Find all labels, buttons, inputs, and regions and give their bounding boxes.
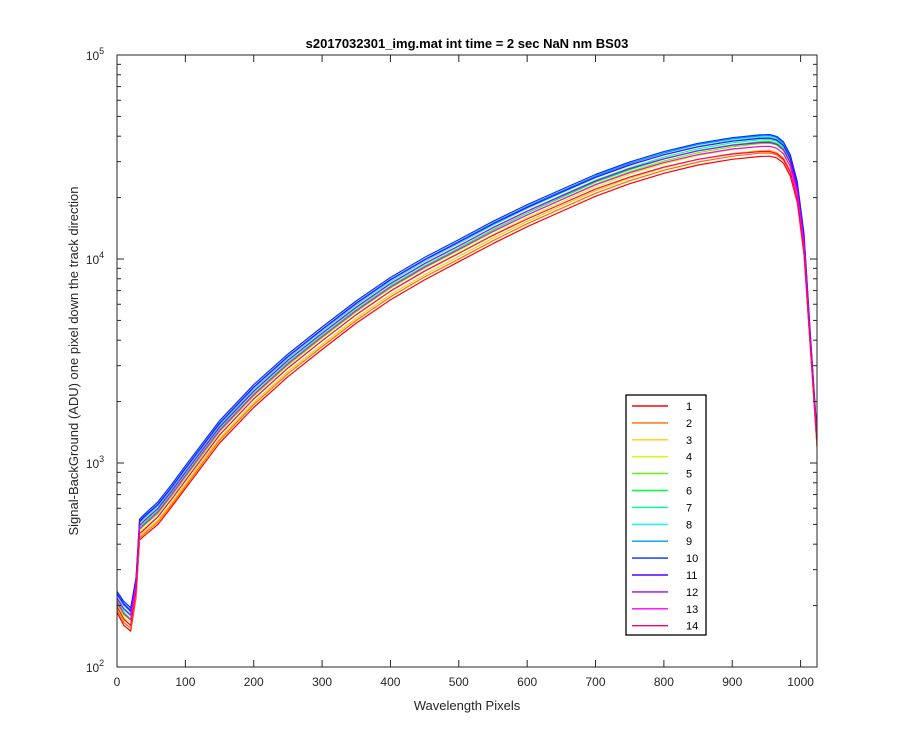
plot-area-frame [116,54,818,668]
x-tick-label: 600 [517,675,537,689]
series-layer [116,134,818,632]
x-tick-label: 800 [654,675,674,689]
y-tick-exponent: 4 [99,250,104,260]
legend-label-9: 9 [686,536,692,548]
x-tick-label: 1000 [787,675,814,689]
legend-label-14: 14 [686,621,698,633]
series-line-3 [116,149,818,627]
legend-label-13: 13 [686,604,698,616]
y-tick-label: 102 [86,658,104,675]
series-line-1 [116,155,818,632]
y-tick-label: 103 [86,454,104,471]
legend-label-10: 10 [686,553,698,565]
x-tick-label: 400 [380,675,400,689]
y-tick-base: 10 [86,661,100,675]
legend-label-4: 4 [686,452,692,464]
legend-label-8: 8 [686,519,692,531]
series-line-10 [116,134,818,609]
legend-box [625,394,707,636]
chart-title: s2017032301_img.mat int time = 2 sec NaN… [306,36,629,51]
y-axis-label: Signal-BackGround (ADU) one pixel down t… [66,186,81,535]
x-tick-label: 900 [722,675,742,689]
series-line-2 [116,152,818,629]
series-line-12 [116,141,818,616]
x-tick-label: 700 [586,675,606,689]
y-tick-base: 10 [86,49,100,63]
x-axis-label: Wavelength Pixels [414,698,521,713]
y-tick-label: 104 [86,250,104,267]
series-line-11 [116,137,818,612]
legend-label-2: 2 [686,418,692,430]
series-line-14 [116,150,818,627]
legend-label-12: 12 [686,587,698,599]
y-tick-exponent: 5 [99,46,104,56]
x-tick-label: 200 [244,675,264,689]
ticks-layer: 0 100 200 300 400 500 600 700 800 900 100010210310… [86,46,817,689]
series-line-8 [116,136,818,614]
y-tick-exponent: 3 [99,454,104,464]
legend-label-11: 11 [686,570,697,582]
x-tick-label: 500 [449,675,469,689]
series-line-13 [116,145,818,621]
legend-label-6: 6 [686,486,692,498]
y-tick-exponent: 2 [99,658,104,668]
x-tick-label: 0 [114,675,121,689]
y-tick-base: 10 [86,457,100,471]
y-tick-label: 105 [86,46,104,63]
legend-label-5: 5 [686,469,692,481]
legend-label-7: 7 [686,502,692,514]
legend-label-1: 1 [686,401,692,413]
legend-label-3: 3 [686,435,692,447]
x-tick-label: 100 [175,675,195,689]
x-tick-label: 300 [312,675,332,689]
y-tick-base: 10 [86,253,100,267]
